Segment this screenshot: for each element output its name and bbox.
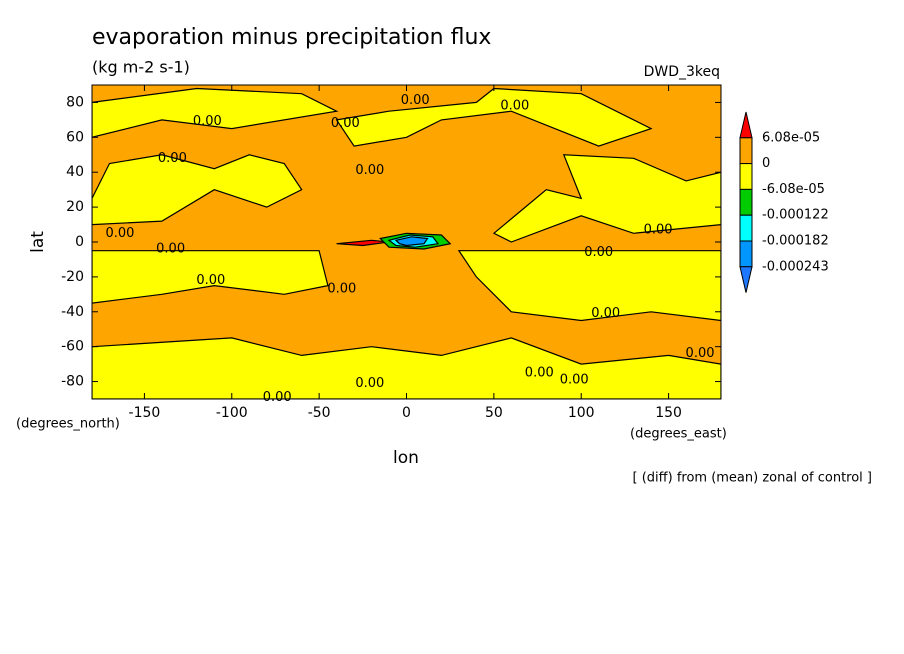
y-axis-label: lat xyxy=(28,231,48,253)
contour-label: 0.00 xyxy=(591,306,620,321)
colorbar-box xyxy=(739,137,753,165)
contour-label: 0.00 xyxy=(331,116,360,131)
contour-region xyxy=(92,250,329,304)
contour-region xyxy=(92,154,303,226)
y-tick-label: 40 xyxy=(66,164,84,180)
colorbar-label: 0 xyxy=(762,156,770,171)
contour-label: 0.00 xyxy=(401,93,430,108)
contour-label: 0.00 xyxy=(525,365,554,380)
contour-label: 0.00 xyxy=(105,226,134,241)
x-tick-label: -150 xyxy=(129,405,161,421)
y-tick-label: -60 xyxy=(61,339,84,355)
y-tick-label: 20 xyxy=(66,199,84,215)
y-tick-label: -20 xyxy=(61,269,84,285)
chart-title: evaporation minus precipitation flux xyxy=(92,25,491,50)
colorbar-box xyxy=(739,163,753,190)
colorbar-box xyxy=(739,188,753,216)
contour-label: 0.00 xyxy=(196,273,225,288)
contour-region xyxy=(394,236,429,247)
colorbar-triangle xyxy=(739,266,753,293)
contour-region xyxy=(457,250,721,322)
colorbar-label: -6.08e-05 xyxy=(762,182,825,197)
y-tick-label: 60 xyxy=(66,129,84,145)
x-tick-label: 0 xyxy=(402,405,411,421)
contour-label: 0.00 xyxy=(355,163,384,178)
contour-label: 0.00 xyxy=(263,390,292,405)
x-axis-label: lon xyxy=(393,448,419,468)
x-tick-label: 150 xyxy=(655,405,682,421)
y-tick-label: 0 xyxy=(75,234,84,250)
footnote: [ (diff) from (mean) zonal of control ] xyxy=(633,471,872,486)
colorbar-label: 6.08e-05 xyxy=(762,130,820,145)
x-units: (degrees_east) xyxy=(630,427,727,442)
colorbar-box xyxy=(739,214,753,242)
contour-region xyxy=(492,154,721,243)
contour-label: 0.00 xyxy=(355,376,384,391)
contour-label: 0.00 xyxy=(158,151,187,166)
x-tick-label: -100 xyxy=(216,405,248,421)
contour-label: 0.00 xyxy=(560,372,589,387)
contour-label: 0.00 xyxy=(193,114,222,129)
y-units: (degrees_north) xyxy=(16,417,120,432)
x-tick-label: 50 xyxy=(485,405,503,421)
colorbar-label: -0.000243 xyxy=(762,259,829,274)
y-tick-label: -40 xyxy=(61,304,84,320)
contour-label: 0.00 xyxy=(156,241,185,256)
contour-label: 0.00 xyxy=(500,98,529,113)
contour-label: 0.00 xyxy=(644,222,673,237)
contour-region xyxy=(92,337,721,399)
contour-label: 0.00 xyxy=(686,346,715,361)
colorbar-box xyxy=(739,240,753,268)
x-tick-label: 100 xyxy=(568,405,595,421)
colorbar-label: -0.000182 xyxy=(762,234,829,249)
contour-label: 0.00 xyxy=(584,245,613,260)
colorbar-label: -0.000122 xyxy=(762,208,829,223)
source-label: DWD_3keq xyxy=(644,64,720,80)
contour-region xyxy=(335,87,653,147)
y-tick-label: 80 xyxy=(66,94,84,110)
y-tick-label: -80 xyxy=(61,374,84,390)
subtitle: (kg m-2 s-1) xyxy=(92,58,190,77)
contour-label: 0.00 xyxy=(327,282,356,297)
x-tick-label: -50 xyxy=(308,405,331,421)
contour-region xyxy=(92,87,339,138)
